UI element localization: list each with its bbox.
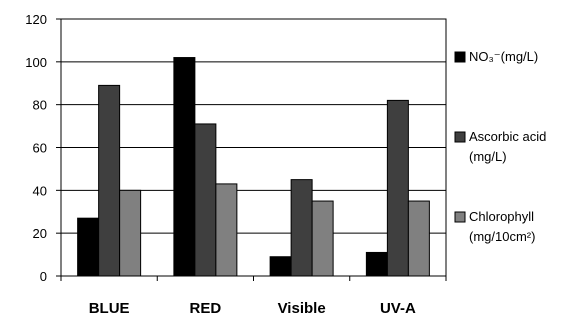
x-category-label: BLUE [89,300,130,317]
legend-label: (mg/L) [469,149,507,164]
x-category-label: Visible [278,300,326,317]
x-axis-labels: BLUE RED Visible UV-A [89,300,416,317]
legend-label: NO₃⁻(mg/L) [469,49,538,64]
y-tick-label: 80 [33,98,47,113]
bar-red-series-1 [173,57,196,277]
bar-visible-series-1 [269,256,292,277]
y-tick-label: 20 [33,226,47,241]
legend-label: (mg/10cm²) [469,229,535,244]
legend-swatch-series-1 [454,51,466,63]
bar-uv-a-series-3 [407,200,430,277]
bars [77,57,430,277]
bar-visible-series-2 [290,179,313,277]
y-tick-label: 60 [33,141,47,156]
y-tick-label: 100 [25,55,47,70]
legend-label: Ascorbic acid [469,129,546,144]
y-tick-label: 0 [40,269,47,284]
bar-uv-a-series-2 [386,99,409,277]
legend-swatch-series-2 [454,131,466,143]
y-axis-ticks: 0 20 40 60 80 100 120 [25,12,61,284]
y-tick-label: 120 [25,12,47,27]
bar-visible-series-3 [311,200,334,277]
bar-red-series-3 [215,183,238,277]
legend: NO₃⁻(mg/L) Ascorbic acid (mg/L) Chlorophyll… [454,49,546,244]
bar-blue-series-2 [98,84,121,277]
y-tick-label: 40 [33,183,47,198]
bar-red-series-2 [194,123,217,277]
x-category-label: UV-A [380,300,416,317]
bar-uv-a-series-1 [365,251,388,277]
x-category-label: RED [190,300,222,317]
legend-label: Chlorophyll [469,209,534,224]
bar-blue-series-1 [77,217,100,277]
legend-swatch-series-3 [454,211,466,223]
bar-blue-series-3 [119,189,142,277]
